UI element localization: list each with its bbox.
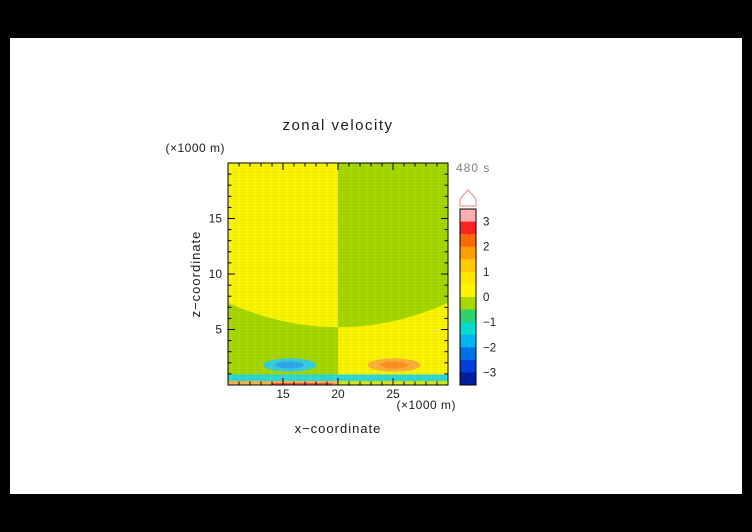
colorbar-segment (460, 234, 476, 248)
colorbar: 3 2 1 0 −1 −2 −3 (459, 189, 496, 386)
colorbar-label: −3 (483, 367, 496, 379)
z-tick-label: 15 (209, 212, 223, 226)
x-axis-label: x−coordinate (295, 421, 382, 436)
x-axis-units-label: (×1000 m) (396, 398, 456, 412)
colorbar-label: −2 (483, 342, 496, 354)
colorbar-outline (459, 208, 477, 386)
z-tick-label: 5 (215, 323, 222, 337)
colorbar-label: 3 (483, 217, 489, 229)
colorbar-segment (460, 347, 476, 361)
colorbar-segment (460, 284, 476, 298)
colorbar-segment (460, 271, 476, 285)
colorbar-segment (460, 259, 476, 273)
x-tick-label: 15 (276, 387, 290, 401)
colorbar-segment (460, 297, 476, 311)
colorbar-label: 2 (483, 242, 489, 254)
x-tick-label: 20 (331, 387, 345, 401)
velocity-field (228, 163, 448, 385)
axis-ticks (227, 162, 449, 386)
colorbar-segment (460, 372, 476, 386)
colorbar-segment (460, 309, 476, 323)
colorbar-label: 0 (483, 292, 489, 304)
colorbar-segment (460, 209, 476, 223)
colorbar-segment (460, 334, 476, 348)
chart-title: zonal velocity (282, 117, 393, 134)
z-tick-label: 10 (209, 267, 223, 281)
colorbar-label: −1 (483, 317, 496, 329)
colorbar-segment (460, 322, 476, 336)
field-grid-texture (228, 163, 448, 385)
z-axis-units-label: (×1000 m) (165, 141, 225, 155)
colorbar-segment (460, 221, 476, 235)
colorbar-over-cap (459, 189, 477, 207)
colorbar-segment (460, 246, 476, 260)
colorbar-segment (460, 359, 476, 373)
colorbar-label: 1 (483, 267, 489, 279)
axis-tick-labels: 15 20 25 5 10 15 (209, 212, 400, 402)
x-tick-label: 25 (386, 387, 400, 401)
z-axis-label: z−coordinate (188, 231, 203, 318)
time-label: 480 s (456, 161, 490, 175)
